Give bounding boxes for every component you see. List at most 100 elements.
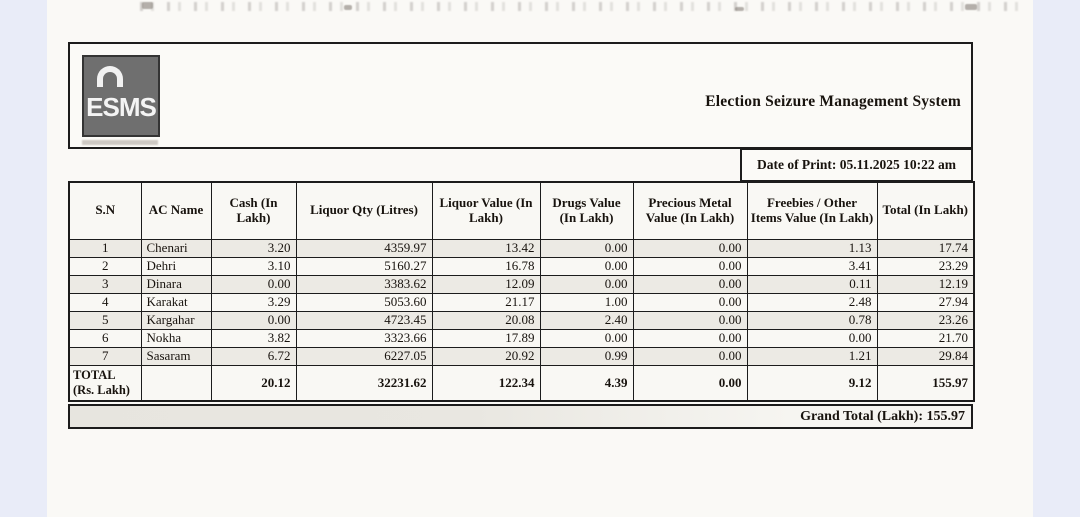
scan-artifact-band bbox=[140, 2, 1028, 11]
total-value: 9.12 bbox=[746, 364, 878, 401]
column-header-8: Total (In Lakh) bbox=[876, 181, 975, 240]
total-row: TOTAL (Rs. Lakh) 20.12 32231.62 122.34 4.39 0… bbox=[68, 364, 975, 401]
column-header-5: Drugs Value (In Lakh) bbox=[539, 181, 634, 240]
cell: 6227.05 bbox=[295, 346, 433, 366]
cell: 1 bbox=[68, 238, 142, 258]
cell: 0.11 bbox=[746, 274, 878, 294]
cell: 23.26 bbox=[876, 310, 975, 330]
cell: 21.70 bbox=[876, 328, 975, 348]
cell: 5 bbox=[68, 310, 142, 330]
table-row: 1 Chenari 3.20 4359.97 13.42 0.00 0.00 1.13 17.7… bbox=[68, 238, 975, 258]
table-header-row: S.N AC Name Cash (In Lakh) Liquor Qty (Litr… bbox=[68, 181, 975, 240]
scanned-page: ESMS Election Seizure Management System … bbox=[47, 0, 1033, 517]
column-header-4: Liquor Value (In Lakh) bbox=[431, 181, 541, 240]
logo-caption-smudge bbox=[82, 140, 158, 145]
cell: 0.00 bbox=[210, 310, 297, 330]
cell: 3383.62 bbox=[295, 274, 433, 294]
cell: 20.08 bbox=[431, 310, 541, 330]
date-of-print: Date of Print: 05.11.2025 10:22 am bbox=[740, 148, 973, 182]
cell: Chenari bbox=[140, 238, 212, 258]
cell: 12.19 bbox=[876, 274, 975, 294]
column-header-2: Cash (In Lakh) bbox=[210, 181, 297, 240]
cell: Karakat bbox=[140, 292, 212, 312]
cell: 1.13 bbox=[746, 238, 878, 258]
table-row: 6 Nokha 3.82 3323.66 17.89 0.00 0.00 0.00 21.70 bbox=[68, 328, 975, 348]
total-value: 32231.62 bbox=[295, 364, 433, 401]
cell: Kargahar bbox=[140, 310, 212, 330]
cell: 0.00 bbox=[632, 328, 748, 348]
cell: 17.89 bbox=[431, 328, 541, 348]
cell: 17.74 bbox=[876, 238, 975, 258]
cell: Nokha bbox=[140, 328, 212, 348]
cell: 3.20 bbox=[210, 238, 297, 258]
scan-artifact bbox=[344, 5, 352, 10]
cell: 0.00 bbox=[632, 346, 748, 366]
cell: 29.84 bbox=[876, 346, 975, 366]
total-value: 0.00 bbox=[632, 364, 748, 401]
cell: 3.10 bbox=[210, 256, 297, 276]
cell: 3.41 bbox=[746, 256, 878, 276]
table-row: 7 Sasaram 6.72 6227.05 20.92 0.99 0.00 1.21 29.8… bbox=[68, 346, 975, 366]
total-value: 122.34 bbox=[431, 364, 541, 401]
total-value: 155.97 bbox=[876, 364, 975, 401]
cell: 0.00 bbox=[539, 238, 634, 258]
cell: 20.92 bbox=[431, 346, 541, 366]
cell: 2 bbox=[68, 256, 142, 276]
cell: 21.17 bbox=[431, 292, 541, 312]
total-label: TOTAL (Rs. Lakh) bbox=[68, 364, 142, 401]
cell: 3 bbox=[68, 274, 142, 294]
grand-total-row: Grand Total (Lakh): 155.97 bbox=[68, 404, 973, 429]
cell: 2.48 bbox=[746, 292, 878, 312]
cell: 0.00 bbox=[539, 274, 634, 294]
scan-artifact bbox=[965, 4, 977, 10]
column-header-6: Precious Metal Value (In Lakh) bbox=[632, 181, 748, 240]
cell: Dinara bbox=[140, 274, 212, 294]
document-header: ESMS Election Seizure Management System bbox=[68, 42, 973, 149]
column-header-1: AC Name bbox=[140, 181, 212, 240]
total-value: 20.12 bbox=[210, 364, 297, 401]
cell: Sasaram bbox=[140, 346, 212, 366]
cell: 16.78 bbox=[431, 256, 541, 276]
cell: 0.00 bbox=[632, 292, 748, 312]
column-header-0: S.N bbox=[68, 181, 142, 240]
logo-text: ESMS bbox=[86, 92, 157, 122]
table-row: 3 Dinara 0.00 3383.62 12.09 0.00 0.00 0.11 12.19 bbox=[68, 274, 975, 294]
scan-artifact bbox=[142, 2, 153, 9]
cell: 0.78 bbox=[746, 310, 878, 330]
cell: 3.82 bbox=[210, 328, 297, 348]
cell: 0.00 bbox=[539, 256, 634, 276]
cell: 0.00 bbox=[746, 328, 878, 348]
cell: 7 bbox=[68, 346, 142, 366]
cell: 4359.97 bbox=[295, 238, 433, 258]
esms-logo: ESMS bbox=[82, 55, 160, 137]
cell: 2.40 bbox=[539, 310, 634, 330]
column-header-7: Freebies / Other Items Value (In Lakh) bbox=[746, 181, 878, 240]
seizure-table: S.N AC Name Cash (In Lakh) Liquor Qty (Litr… bbox=[68, 181, 975, 402]
cell: 3.29 bbox=[210, 292, 297, 312]
table-row: 2 Dehri 3.10 5160.27 16.78 0.00 0.00 3.41 23.29 bbox=[68, 256, 975, 276]
table-row: 4 Karakat 3.29 5053.60 21.17 1.00 0.00 2.48 27.9… bbox=[68, 292, 975, 312]
cell: 0.99 bbox=[539, 346, 634, 366]
empty-cell bbox=[140, 364, 212, 401]
cell: 0.00 bbox=[539, 328, 634, 348]
page-title: Election Seizure Management System bbox=[705, 93, 961, 110]
cell: 0.00 bbox=[632, 274, 748, 294]
cell: 0.00 bbox=[632, 256, 748, 276]
cell: 23.29 bbox=[876, 256, 975, 276]
cell: 0.00 bbox=[632, 238, 748, 258]
scan-artifact bbox=[735, 7, 744, 11]
cell: 4 bbox=[68, 292, 142, 312]
cell: 6 bbox=[68, 328, 142, 348]
cell: 4723.45 bbox=[295, 310, 433, 330]
cell: 6.72 bbox=[210, 346, 297, 366]
lock-icon bbox=[97, 66, 123, 87]
table-row: 5 Kargahar 0.00 4723.45 20.08 2.40 0.00 0.78 23.… bbox=[68, 310, 975, 330]
cell: 0.00 bbox=[632, 310, 748, 330]
cell: 5053.60 bbox=[295, 292, 433, 312]
cell: 27.94 bbox=[876, 292, 975, 312]
cell: 3323.66 bbox=[295, 328, 433, 348]
column-header-3: Liquor Qty (Litres) bbox=[295, 181, 433, 240]
total-value: 4.39 bbox=[539, 364, 634, 401]
cell: 1.21 bbox=[746, 346, 878, 366]
cell: 5160.27 bbox=[295, 256, 433, 276]
